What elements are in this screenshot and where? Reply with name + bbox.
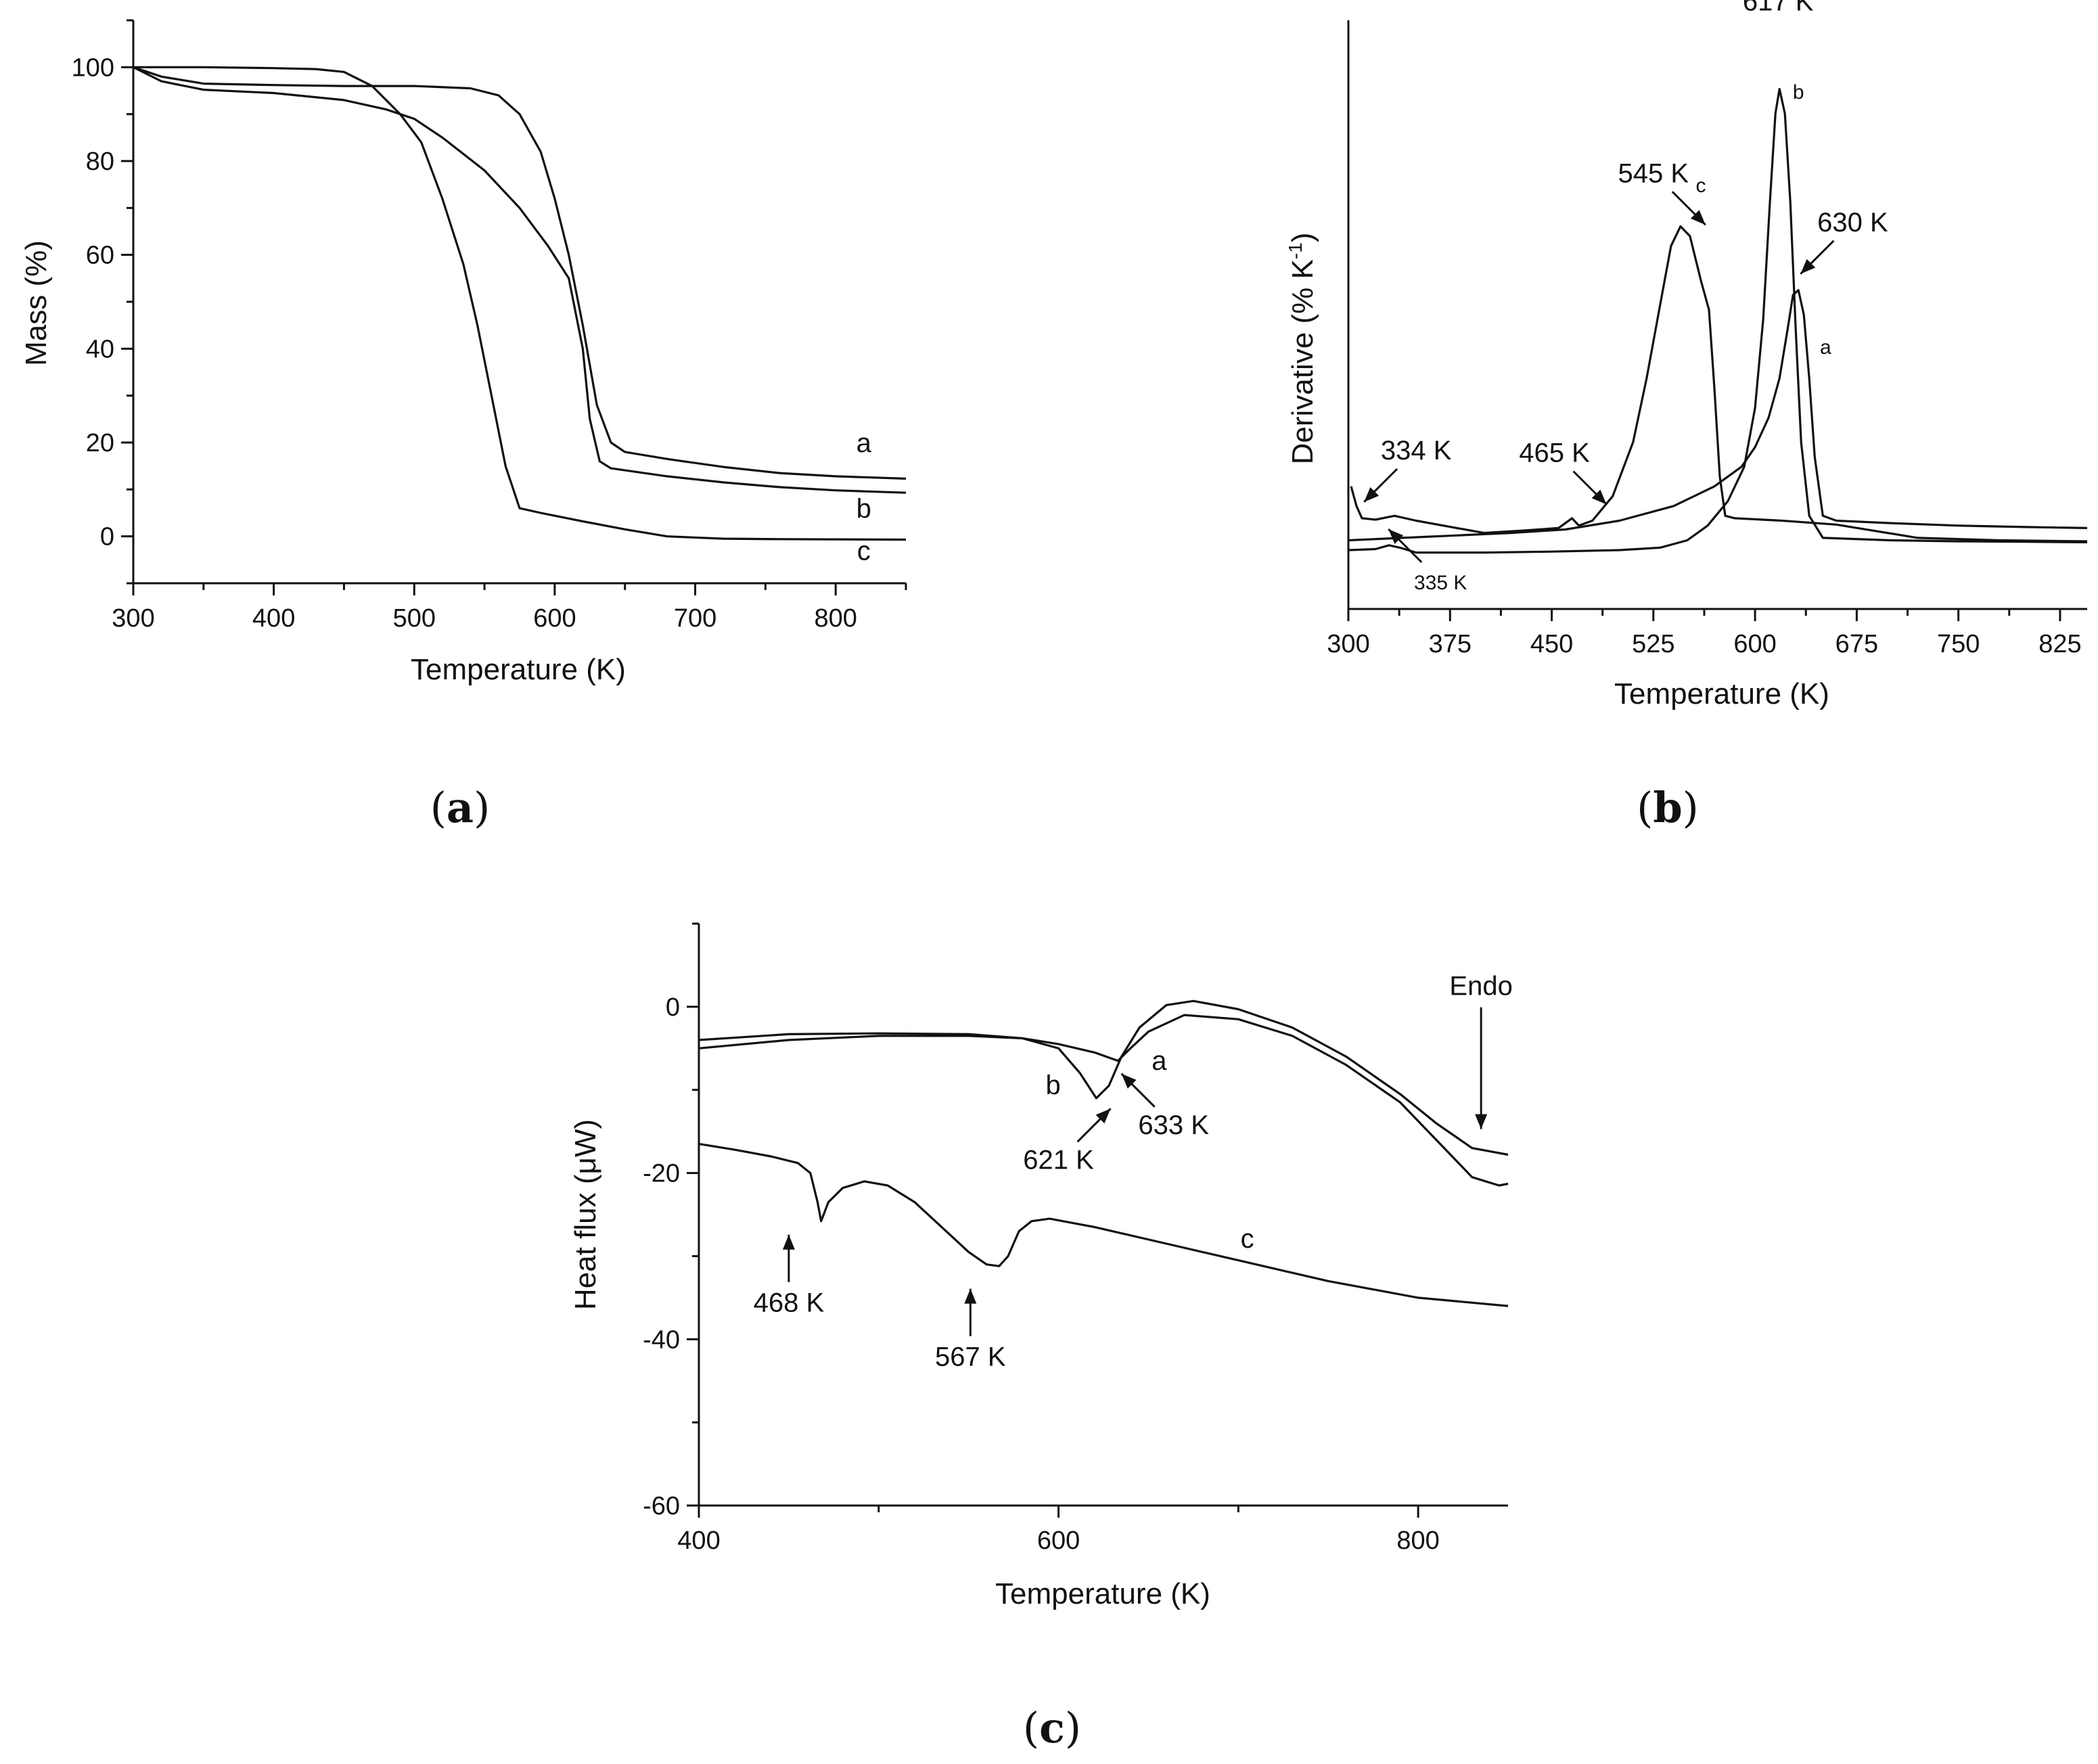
annotation-633-k: 633 K	[1138, 1110, 1209, 1140]
annotation-arrow-1-head	[1095, 1108, 1111, 1124]
curve-a-series-b	[133, 66, 907, 494]
series-label-a: a	[1820, 336, 1831, 359]
panel-c-caption-letter: c	[1039, 1703, 1065, 1752]
panel-b-caption: (b)	[1637, 783, 1699, 832]
panel-b-labels: a b c 617 K 545 K 630 K 334 K 465 K 335 K	[1363, 0, 1888, 594]
panel-c-labels: a b c Endo 621 K 633 K 468 K 567 K	[754, 972, 1513, 1372]
series-label-b: b	[1045, 1070, 1060, 1100]
curve-c-series-b	[698, 999, 1509, 1156]
series-label-a: a	[857, 428, 872, 458]
annotation-567-k: 567 K	[935, 1342, 1006, 1372]
y-tick-label: 20	[86, 429, 114, 457]
panel-a-x-axis-title: Temperature (K)	[411, 653, 626, 686]
panel-b-y-axis-title-end: )	[1286, 233, 1319, 243]
x-tick-label: 800	[1396, 1526, 1439, 1555]
annotation-arrow-2-head	[1800, 258, 1816, 274]
panel-a-caption: (a)	[430, 783, 491, 832]
x-tick-label: 400	[677, 1526, 720, 1555]
annotation-arrow-3-head	[1364, 487, 1379, 502]
series-label-c: c	[1695, 175, 1706, 197]
panel-a-y-axis-title: Mass (%)	[20, 240, 53, 366]
x-tick-label: 525	[1632, 630, 1674, 658]
panel-c-dsc-chart: 400 600 800 -60 -40 -20 0 a b c Endo 621 K 633 K 468…	[569, 922, 1513, 1752]
y-tick-label: -60	[643, 1492, 680, 1520]
annotation-arrow-5-head	[1388, 529, 1404, 544]
annotation-465-k: 465 K	[1519, 438, 1590, 468]
annotation-arrow-2-head	[1121, 1073, 1137, 1089]
annotation-468-k: 468 K	[754, 1288, 825, 1318]
panel-c-caption: (c)	[1023, 1703, 1081, 1752]
panel-a-caption-letter: a	[447, 783, 474, 832]
x-tick-label: 500	[393, 604, 436, 633]
curve-c-series-a	[698, 1014, 1509, 1187]
panel-c-axes: 400 600 800 -60 -40 -20 0	[643, 922, 1508, 1555]
panel-b-dtg-chart: 300 375 450 525 600 675 750 825 a b c 617 K 545 K 63…	[1285, 0, 2088, 832]
curve-a-series-c	[133, 66, 907, 541]
panel-a-tga-chart: 300 400 500 600 700 800 0 20 40 60 80 100 a bc Tempe…	[20, 19, 907, 832]
x-tick-label: 400	[252, 604, 295, 633]
series-label-b: b	[857, 494, 871, 524]
panel-c-curves	[698, 999, 1509, 1307]
y-tick-label: 60	[86, 242, 114, 270]
curve-b-series-b	[1348, 87, 2088, 554]
series-label-a: a	[1151, 1046, 1167, 1076]
y-tick-label: -40	[643, 1326, 680, 1354]
panel-b-y-axis-title: Derivative (% K-1)	[1285, 233, 1319, 465]
x-tick-label: 375	[1429, 630, 1472, 658]
curve-b-series-a	[1348, 289, 2088, 542]
x-tick-label: 825	[2038, 630, 2081, 658]
series-label-c: c	[1241, 1224, 1254, 1254]
panel-b-caption-letter: b	[1653, 783, 1682, 832]
curve-b-series-c	[1350, 225, 2088, 543]
annotation-335-k: 335 K	[1414, 572, 1467, 594]
x-tick-label: 675	[1835, 630, 1878, 658]
x-tick-label: 300	[1327, 630, 1369, 658]
panel-c-x-axis-title: Temperature (K)	[995, 1577, 1210, 1610]
x-tick-label: 600	[1037, 1526, 1080, 1555]
panel-b-curves	[1348, 87, 2088, 554]
series-label-c: c	[857, 536, 871, 566]
annotation-617-k: 617 K	[1743, 0, 1814, 17]
curve-a-series-a	[133, 66, 907, 480]
y-tick-label: 80	[86, 148, 114, 176]
annotation-630-k: 630 K	[1817, 208, 1888, 238]
panel-b-y-axis-title-main: Derivative (% K	[1286, 259, 1319, 464]
panel-c-y-axis-title: Heat flux (μW)	[569, 1119, 602, 1310]
x-tick-label: 800	[814, 604, 857, 633]
panel-b-x-axis-title: Temperature (K)	[1614, 677, 1829, 710]
annotation-621-k: 621 K	[1023, 1145, 1094, 1175]
annotation-arrow-3-head	[782, 1234, 795, 1250]
x-tick-label: 700	[674, 604, 716, 633]
panel-a-curves	[133, 66, 907, 541]
y-tick-label: 40	[86, 335, 114, 363]
y-tick-label: 0	[100, 523, 114, 551]
y-tick-label: 100	[72, 53, 114, 82]
y-tick-label: -20	[643, 1160, 680, 1188]
annotation-arrow-4-head	[1591, 489, 1607, 505]
x-tick-label: 450	[1530, 630, 1573, 658]
series-label-b: b	[1793, 81, 1804, 104]
x-tick-label: 600	[1733, 630, 1776, 658]
annotation-334-k: 334 K	[1381, 436, 1452, 466]
y-tick-label: 0	[666, 993, 680, 1022]
curve-c-series-c	[698, 1143, 1509, 1307]
x-tick-label: 750	[1937, 630, 1980, 658]
x-tick-label: 300	[112, 604, 154, 633]
annotation-endo: Endo	[1449, 972, 1512, 1001]
annotation-545-k: 545 K	[1618, 158, 1689, 188]
panel-b-y-axis-title-sup: -1	[1285, 242, 1306, 259]
annotation-arrow-0-head	[1475, 1114, 1488, 1129]
panel-a-axes: 300 400 500 600 700 800 0 20 40 60 80 100	[72, 19, 907, 633]
panel-b-axes: 300 375 450 525 600 675 750 825	[1327, 20, 2087, 658]
x-tick-label: 600	[533, 604, 576, 633]
annotation-arrow-1-head	[1690, 210, 1706, 225]
annotation-arrow-4-head	[964, 1288, 977, 1304]
panel-a-labels: a bc	[857, 428, 872, 566]
